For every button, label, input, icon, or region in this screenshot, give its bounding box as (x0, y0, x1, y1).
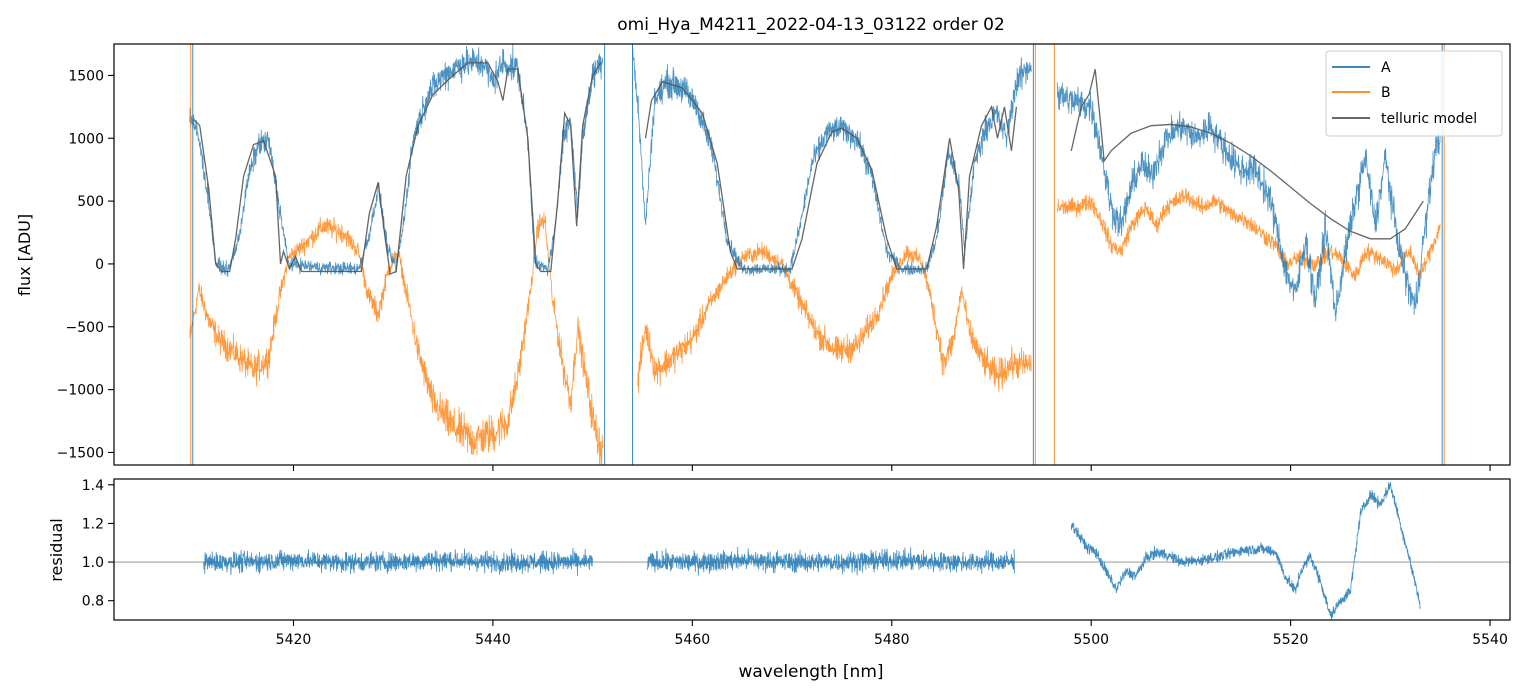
legend-label-b: B (1381, 85, 1391, 101)
residual-line (647, 546, 1015, 576)
bottom-xtick-label: 5420 (276, 632, 312, 648)
top-ytick-label: 500 (77, 194, 104, 210)
series-b-line (1056, 187, 1441, 285)
legend-box (1325, 50, 1503, 137)
bottom-series-layer (203, 482, 1421, 620)
bottom-xtick-label: 5500 (1073, 632, 1109, 648)
residual-line (203, 547, 594, 576)
bottom-axes-frame (113, 478, 1511, 621)
bottom-ytick-label: 1.4 (82, 478, 104, 494)
residual-line (1070, 482, 1421, 620)
legend-label-a: A (1381, 60, 1391, 76)
bottom-ylabel: residual (47, 518, 66, 581)
series-telluric-model-line (193, 62, 602, 275)
bottom-xtick-label: 5520 (1273, 632, 1309, 648)
top-ytick-label: 1000 (68, 131, 104, 147)
bottom-xtick-label: 5440 (475, 632, 511, 648)
legend-label-telluric: telluric model (1381, 111, 1477, 127)
series-a-line (1056, 82, 1441, 322)
top-series-layer (189, 44, 1445, 465)
bottom-xtick-label: 5460 (675, 632, 711, 648)
chart-title: omi_Hya_M4211_2022-04-13_03122 order 02 (617, 15, 1005, 35)
bottom-xaxis-ticks: 5420 5440 5460 5480 5500 5520 5540 (276, 620, 1508, 648)
top-xaxis-ticks (292, 465, 1491, 471)
bottom-yaxis-ticks: 0.8 1.0 1.2 1.4 (82, 478, 114, 610)
bottom-xtick-label: 5540 (1472, 632, 1508, 648)
bottom-xtick-label: 5480 (874, 632, 910, 648)
top-yaxis-ticks: −1500 −1000 −500 0 500 1000 1500 (57, 68, 114, 461)
bottom-ytick-label: 1.2 (82, 516, 104, 532)
top-ytick-label: 0 (95, 257, 104, 273)
bottom-ytick-label: 1.0 (82, 555, 104, 571)
top-ytick-label: −500 (66, 320, 104, 336)
series-telluric-model-line (1070, 68, 1424, 240)
series-telluric-model-line (644, 80, 1018, 270)
top-ytick-label: −1500 (57, 445, 104, 461)
top-ylabel: flux [ADU] (15, 214, 34, 296)
top-ytick-label: −1000 (57, 383, 104, 399)
bottom-ytick-label: 0.8 (82, 594, 104, 610)
top-axes-frame (113, 43, 1511, 466)
bottom-xlabel: wavelength [nm] (738, 662, 883, 682)
series-b-line (637, 241, 1032, 394)
top-ytick-label: 1500 (68, 68, 104, 84)
legend: A B telluric model (1325, 50, 1503, 137)
